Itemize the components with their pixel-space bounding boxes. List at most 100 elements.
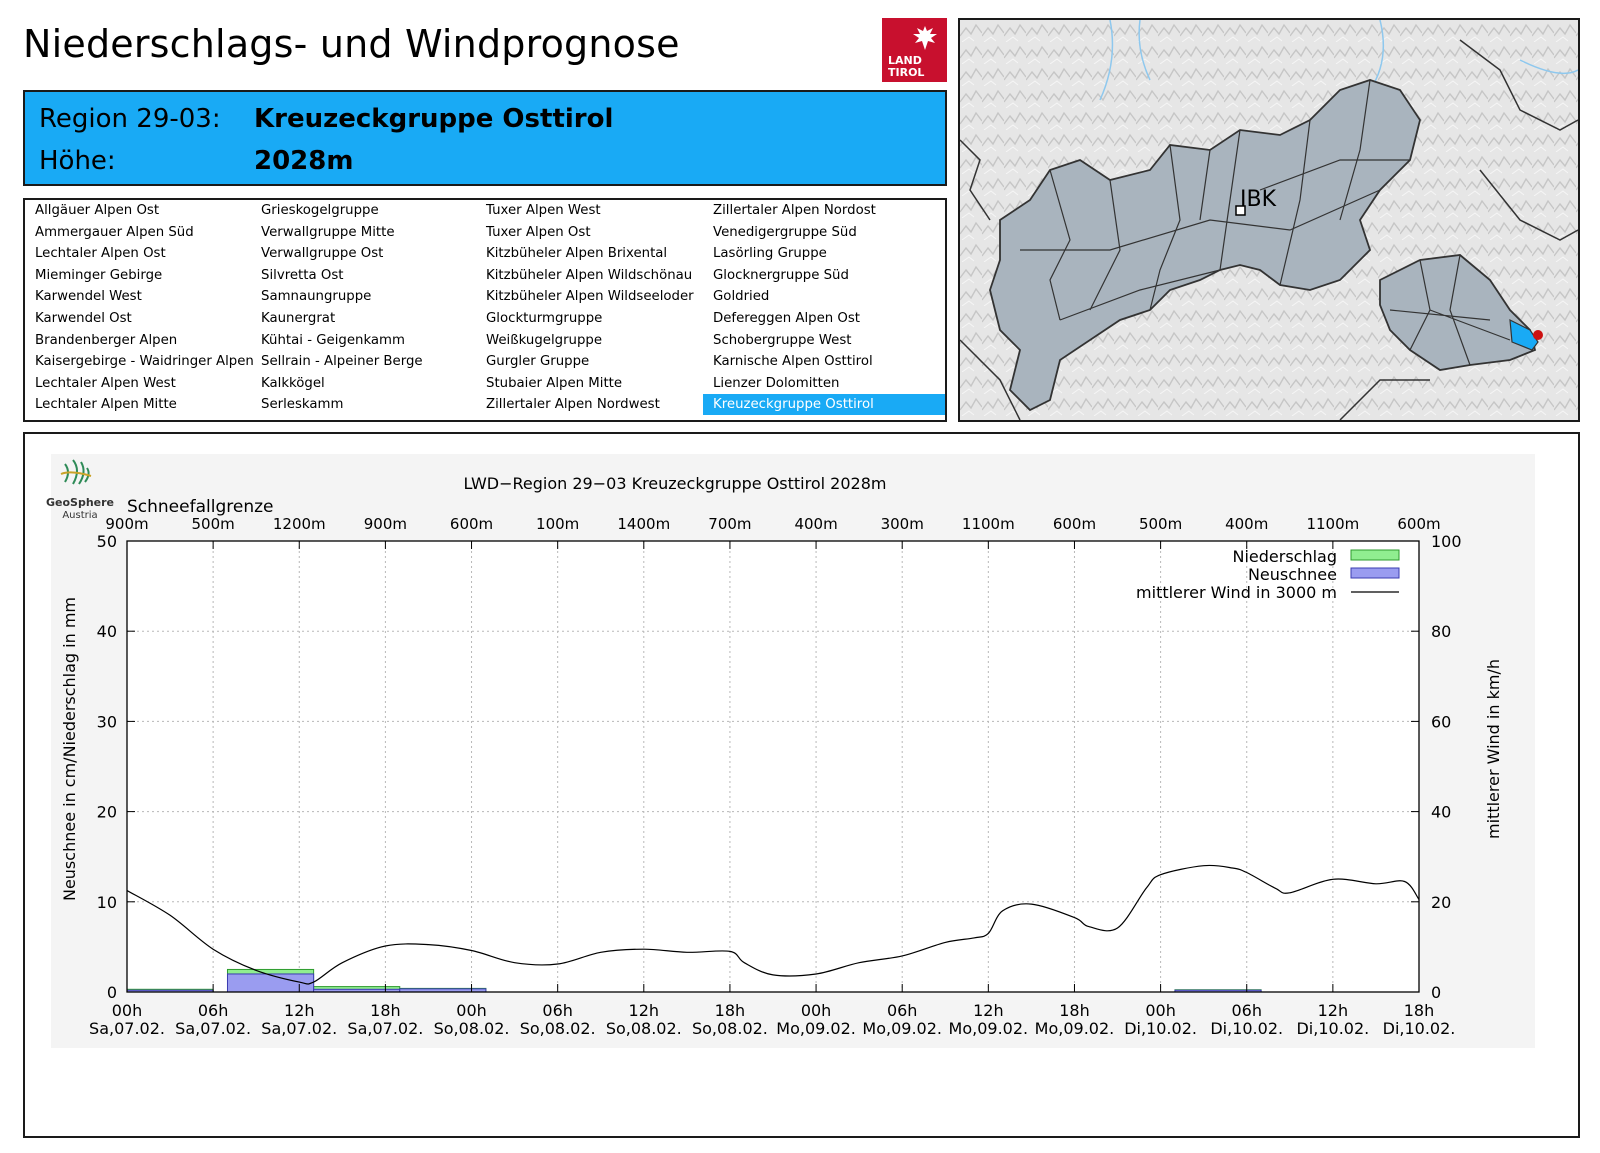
x-tick-time: 06h — [198, 1001, 229, 1020]
map-svg: IBK — [960, 20, 1578, 420]
geosphere-icon-accent — [60, 471, 92, 477]
region-item[interactable]: Kalkkögel — [261, 375, 325, 391]
legend-snow-swatch — [1350, 567, 1400, 579]
region-item[interactable]: Goldried — [713, 289, 770, 305]
selected-region-highlight — [1509, 318, 1539, 351]
region-item[interactable]: Weißkugelgruppe — [486, 332, 603, 348]
location-marker — [1533, 330, 1543, 340]
x-tick-date: Mo,09.02. — [776, 1019, 856, 1038]
x-tick-time: 00h — [456, 1001, 487, 1020]
snowline-label: 300m — [881, 515, 924, 533]
region-header: Region 29-03: Kreuzeckgruppe Osttirol Hö… — [23, 90, 947, 186]
region-item[interactable]: Zillertaler Alpen Nordwest — [486, 397, 660, 413]
region-item[interactable]: Ammergauer Alpen Süd — [35, 224, 194, 240]
x-tick-time: 06h — [1231, 1001, 1262, 1020]
y-tick-right-label: 40 — [1431, 803, 1451, 822]
snowline-label: 600m — [1053, 515, 1096, 533]
region-item[interactable]: Serleskamm — [261, 397, 344, 413]
region-item[interactable]: Venedigergruppe Süd — [713, 224, 857, 240]
region-item[interactable]: Allgäuer Alpen Ost — [35, 203, 160, 218]
x-tick-time: 18h — [1404, 1001, 1435, 1020]
geosphere-logo: GeoSphere Austria — [46, 459, 114, 521]
region-item[interactable]: Lienzer Dolomitten — [713, 375, 840, 391]
tirol-north-polygon — [989, 79, 1421, 412]
x-tick-date: Sa,07.02. — [175, 1019, 251, 1038]
plot-border — [126, 540, 1420, 993]
region-item[interactable]: Samnaungruppe — [261, 289, 372, 305]
chart-dynamic-layer: 00hSa,07.02.06hSa,07.02.12hSa,07.02.18hS… — [89, 515, 1462, 1038]
x-tick-time: 00h — [801, 1001, 832, 1020]
y-tick-right-label: 0 — [1431, 983, 1441, 1002]
region-item[interactable]: Mieminger Gebirge — [35, 267, 163, 283]
region-item[interactable]: Stubaier Alpen Mitte — [486, 375, 623, 391]
region-item[interactable]: Schobergruppe West — [713, 332, 852, 348]
region-item[interactable]: Kitzbüheler Alpen Wildschönau — [486, 267, 693, 283]
snowline-label: 1100m — [1306, 515, 1359, 533]
region-item[interactable]: Lechtaler Alpen West — [35, 375, 176, 391]
x-tick-time: 06h — [542, 1001, 573, 1020]
region-item[interactable]: Kaisergebirge - Waidringer Alpen — [35, 354, 254, 370]
region-item[interactable]: Tuxer Alpen Ost — [486, 224, 591, 240]
region-item[interactable]: Kitzbüheler Alpen Wildseeloder — [486, 289, 694, 305]
region-item[interactable]: Glockturmgruppe — [486, 311, 603, 326]
plot-area — [127, 541, 1419, 992]
legend-precip-swatch — [1350, 549, 1400, 561]
region-item[interactable]: Karwendel Ost — [35, 311, 132, 326]
region-list: Allgäuer Alpen Ost Ammergauer Alpen Süd Le… — [23, 198, 947, 422]
x-tick-date: Di,10.02. — [1296, 1019, 1369, 1038]
snowline-label: 400m — [1225, 515, 1268, 533]
region-item[interactable]: Kitzbüheler Alpen Brixental — [486, 246, 668, 262]
region-item[interactable]: Kühtai - Geigenkamm — [261, 332, 405, 348]
region-item[interactable]: Kreuzeckgruppe Osttirol — [703, 394, 945, 416]
snowline-title: Schneefallgrenze — [127, 497, 273, 517]
region-item[interactable]: Lechtaler Alpen Mitte — [35, 397, 177, 413]
snowline-label: 1100m — [962, 515, 1015, 533]
region-item[interactable]: Brandenberger Alpen — [35, 332, 178, 348]
x-tick-date: So,08.02. — [434, 1019, 510, 1038]
y-tick-right-label: 20 — [1431, 893, 1451, 912]
y-tick-left-label: 30 — [97, 712, 117, 731]
region-item[interactable]: Gurgler Gruppe — [486, 354, 590, 370]
region-item[interactable]: Tuxer Alpen West — [486, 203, 601, 218]
x-tick-time: 12h — [629, 1001, 660, 1020]
x-tick-time: 06h — [887, 1001, 918, 1020]
legend-snow-label: Neuschnee — [1248, 565, 1337, 584]
region-item[interactable]: Lasörling Gruppe — [713, 246, 827, 262]
region-item[interactable]: Sellrain - Alpeiner Berge — [261, 354, 423, 370]
region-item[interactable]: Grieskogelgruppe — [261, 203, 379, 218]
snowline-label: 900m — [105, 515, 148, 533]
snowline-label: 1400m — [617, 515, 670, 533]
region-item[interactable]: Defereggen Alpen Ost — [713, 311, 861, 326]
region-item[interactable]: Kaunergrat — [261, 311, 336, 326]
logo-line-1: LAND — [888, 54, 922, 67]
region-value: Kreuzeckgruppe Osttirol — [254, 104, 614, 134]
country-borders — [960, 39, 1578, 420]
x-tick-time: 00h — [112, 1001, 143, 1020]
region-borders-north — [1020, 79, 1410, 321]
region-item[interactable]: Glocknergruppe Süd — [713, 267, 849, 283]
chart-title: LWD−Region 29−03 Kreuzeckgruppe Osttirol… — [464, 474, 887, 493]
x-tick-time: 12h — [973, 1001, 1004, 1020]
region-item[interactable]: Karnische Alpen Osttirol — [713, 354, 873, 370]
region-item[interactable]: Karwendel West — [35, 289, 142, 305]
snowline-label: 100m — [536, 515, 579, 533]
region-item[interactable]: Lechtaler Alpen Ost — [35, 246, 166, 262]
region-item[interactable]: Verwallgruppe Mitte — [261, 224, 395, 240]
x-tick-time: 12h — [284, 1001, 315, 1020]
snowline-label: 900m — [364, 515, 407, 533]
y-axis-right-label: mittlerer Wind in km/h — [1484, 659, 1503, 839]
region-item[interactable]: Silvretta Ost — [261, 267, 344, 283]
x-tick-date: So,08.02. — [520, 1019, 596, 1038]
chart-frame: GeoSphere Austria LWD−Region 29−03 Kreuz… — [23, 432, 1580, 1138]
geosphere-sub: Austria — [62, 510, 97, 521]
x-tick-date: Di,10.02. — [1124, 1019, 1197, 1038]
innsbruck-marker — [1235, 205, 1246, 216]
geosphere-name: GeoSphere — [46, 496, 114, 509]
region-label: Region 29-03: — [39, 104, 221, 134]
region-map[interactable]: IBK — [958, 18, 1580, 422]
eagle-icon — [913, 26, 937, 50]
x-tick-date: So,08.02. — [606, 1019, 682, 1038]
region-item[interactable]: Zillertaler Alpen Nordost — [713, 203, 876, 218]
x-tick-date: So,08.02. — [692, 1019, 768, 1038]
region-item[interactable]: Verwallgruppe Ost — [261, 246, 384, 262]
